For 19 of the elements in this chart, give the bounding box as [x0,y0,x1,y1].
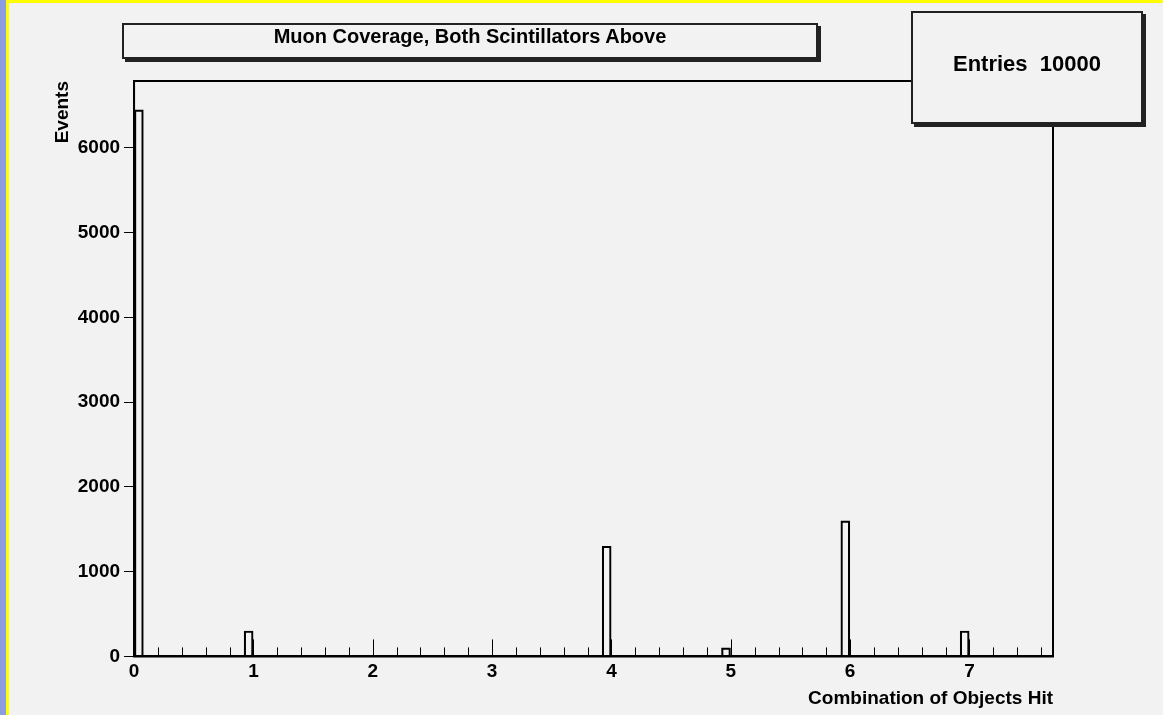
y-tick-label: 5000 [77,220,121,242]
title-box: Muon Coverage, Both Scintillators Above [122,23,818,59]
x-tick-label: 1 [248,660,260,682]
y-tick-label: 1000 [77,559,121,581]
y-tick-label: 2000 [77,475,121,497]
y-tick-label: 3000 [77,390,121,412]
x-tick-label: 4 [606,660,618,682]
x-tick-label: 6 [844,660,856,682]
y-tick-label: 0 [109,644,121,666]
x-tick-label: 5 [725,660,737,682]
y-axis-title: Events [50,81,72,144]
x-axis-title: Combination of Objects Hit [808,686,1054,708]
x-tick-label: 3 [486,660,498,682]
x-tick-label: 2 [367,660,379,682]
y-tick-label: 6000 [77,136,121,158]
stats-box: Entries 10000 [911,11,1143,124]
x-tick-label: 7 [964,660,975,682]
x-tick-label: 0 [128,660,140,682]
y-tick-label: 4000 [77,305,121,327]
